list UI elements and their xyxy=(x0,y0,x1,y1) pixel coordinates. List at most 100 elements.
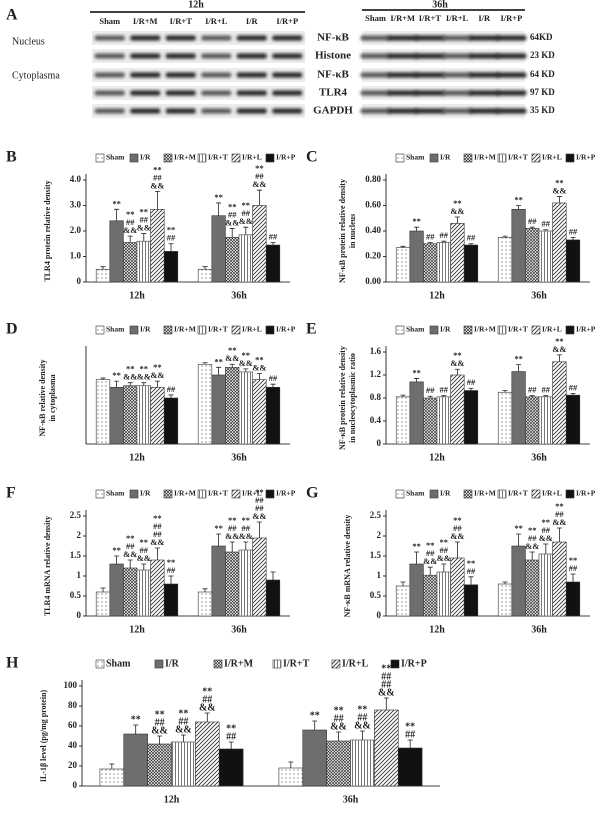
significance-mark: ## xyxy=(178,716,188,727)
error-bar xyxy=(529,395,535,397)
bar-hatch xyxy=(423,398,437,444)
significance-mark: ** xyxy=(140,537,149,547)
error-bar xyxy=(400,394,406,397)
legend-swatch xyxy=(129,153,139,163)
y-tick-label: 0.80 xyxy=(365,174,381,184)
significance-mark: ** xyxy=(214,523,223,533)
bar-hatch xyxy=(252,379,267,444)
legend-label: I/R+L xyxy=(342,658,369,669)
blot-background xyxy=(92,104,305,118)
error-bar xyxy=(556,196,562,203)
bar xyxy=(463,390,479,445)
x-tick-label: 36h xyxy=(531,290,547,301)
band xyxy=(414,53,445,59)
band xyxy=(360,35,391,41)
y-tick-label: 0.8 xyxy=(370,392,382,402)
band xyxy=(442,108,473,114)
bar xyxy=(265,244,281,283)
significance-mark: && xyxy=(239,531,253,541)
bar-hatch xyxy=(450,375,465,444)
legend-hatch xyxy=(198,326,206,334)
significance-mark: ## xyxy=(226,731,236,742)
legend-swatch xyxy=(265,489,275,499)
significance-mark: && xyxy=(552,517,566,527)
legend-label: Sham xyxy=(106,153,125,162)
band xyxy=(496,35,527,41)
legend-swatch xyxy=(565,325,575,335)
blot-background xyxy=(92,31,305,45)
bar-chart: G Sham I/R I/R+M I/R+T I/R+L I/R+P NF-κB mRNA r… xyxy=(306,485,596,636)
band xyxy=(272,72,303,78)
bar-hatch xyxy=(198,592,212,616)
significance-mark: && xyxy=(151,725,168,736)
lane-label: I/R xyxy=(478,13,491,23)
significance-mark: ** xyxy=(467,558,476,568)
error-bar xyxy=(516,205,522,210)
error-bar xyxy=(127,382,133,386)
significance-mark: && xyxy=(150,370,164,380)
bar-hatch xyxy=(239,234,253,282)
significance-mark: ** xyxy=(140,207,149,217)
significance-mark: ** xyxy=(255,354,264,364)
x-tick-label: 12h xyxy=(429,290,445,301)
x-tick-label: 12h xyxy=(164,794,180,805)
significance-mark: ** xyxy=(514,194,523,204)
significance-mark: ## xyxy=(242,523,251,533)
significance-mark: ** xyxy=(228,515,237,525)
bar xyxy=(123,733,148,787)
significance-mark: ## xyxy=(528,533,537,543)
legend-hatch xyxy=(532,490,540,498)
band xyxy=(236,53,267,59)
legend-hatch xyxy=(232,154,240,162)
legend-swatch xyxy=(390,659,400,669)
bar-hatch xyxy=(552,202,567,282)
bar xyxy=(565,581,581,617)
significance-mark: && xyxy=(123,225,137,235)
significance-mark: && xyxy=(525,541,539,551)
significance-mark: && xyxy=(225,353,239,363)
legend-label: I/R+P xyxy=(576,489,596,498)
error-bar xyxy=(270,242,276,246)
error-bar xyxy=(414,551,420,564)
bar-hatch xyxy=(498,237,512,282)
error-bar xyxy=(180,734,186,742)
legend-label: I/R xyxy=(440,325,451,334)
error-bar xyxy=(229,541,235,552)
panel-label: G xyxy=(306,485,319,502)
band xyxy=(360,72,391,78)
significance-mark: ** xyxy=(334,705,344,716)
bar-chart: C Sham I/R I/R+M I/R+T I/R+L I/R+P NF-κB protei… xyxy=(306,149,596,302)
y-tick-label: 0.4 xyxy=(370,415,382,425)
bar xyxy=(218,748,244,787)
western-blot-panel: A 12h 36h Nucleus Cytoplasma Sham I/R+M I/… xyxy=(6,0,555,118)
x-tick-label: 12h xyxy=(129,624,145,635)
legend-label: I/R+M xyxy=(474,325,496,334)
bar-hatch xyxy=(552,542,567,616)
x-tick-label: 12h xyxy=(429,452,445,463)
band xyxy=(130,108,161,114)
band xyxy=(272,35,303,41)
bar-hatch xyxy=(552,361,567,444)
error-bar xyxy=(100,377,106,380)
error-bar xyxy=(202,588,208,592)
bar xyxy=(211,215,226,283)
legend-label: I/R+T xyxy=(508,153,528,162)
bar-hatch xyxy=(525,228,539,282)
error-bar xyxy=(312,720,318,730)
legend-label: I/R+T xyxy=(508,325,528,334)
legend-hatch xyxy=(464,490,472,498)
error-bar xyxy=(256,521,262,538)
significance-mark: ** xyxy=(242,200,251,210)
legend-label: I/R xyxy=(140,325,151,334)
legend-swatch xyxy=(429,153,439,163)
y-tick-label: 2.5 xyxy=(370,510,382,520)
error-bar xyxy=(100,587,106,592)
bar-hatch xyxy=(137,241,151,282)
bar-hatch xyxy=(423,575,437,616)
y-tick-label: 3.0 xyxy=(70,200,82,210)
bar xyxy=(302,729,327,787)
significance-mark: ## xyxy=(140,545,149,555)
significance-mark: && xyxy=(137,223,151,233)
error-bar xyxy=(468,576,474,585)
error-bar xyxy=(141,382,147,386)
